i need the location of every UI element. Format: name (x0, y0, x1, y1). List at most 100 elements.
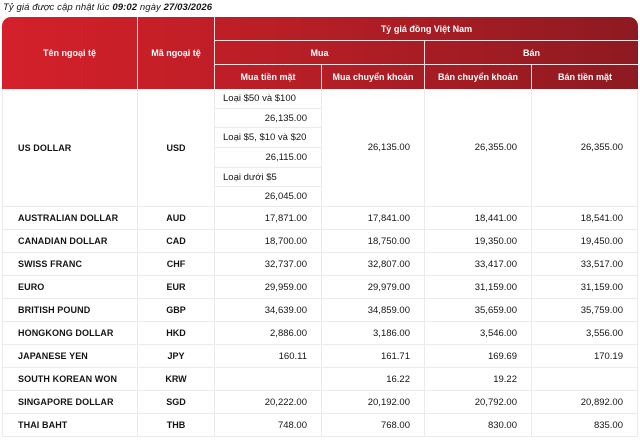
currency-code: EUR (138, 276, 215, 298)
buy-cash-cell: 18,700.00 (215, 230, 322, 252)
header-currency-code: Mã ngoại tệ (138, 17, 215, 89)
sell-transfer-cell: 20,792.00 (425, 391, 532, 413)
buy-transfer-cell: 32,807.00 (322, 253, 425, 275)
exchange-rate-table: Tên ngoại tệ Mã ngoại tệ Tỷ giá đồng Việ… (2, 17, 638, 437)
sell-transfer-cell: 830.00 (425, 414, 532, 436)
currency-code: AUD (138, 207, 215, 229)
last-updated-note: Tỷ giá được cập nhật lúc 09:02 ngày 27/0… (3, 2, 212, 13)
table-row: BRITISH POUND GBP 34,639.00 34,859.00 35… (2, 299, 638, 322)
buy-transfer-cell: 768.00 (322, 414, 425, 436)
sell-cash-cell: 26,355.00 (532, 89, 638, 206)
sell-transfer-cell: 31,159.00 (425, 276, 532, 298)
tier-label: Loại $5, $10 và $20 (215, 128, 321, 149)
currency-code: CAD (138, 230, 215, 252)
currency-name: SINGAPORE DOLLAR (2, 391, 138, 413)
buy-transfer-cell: 16.22 (322, 368, 425, 390)
currency-name: JAPANESE YEN (2, 345, 138, 367)
tier-label: Loại $50 và $100 (215, 89, 321, 109)
table-header: Tên ngoại tệ Mã ngoại tệ Tỷ giá đồng Việ… (2, 17, 638, 89)
sell-cash-cell: 33,517.00 (532, 253, 638, 275)
currency-name: CANADIAN DOLLAR (2, 230, 138, 252)
buy-cash-cell: 34,639.00 (215, 299, 322, 321)
buy-cash-cell: 2,886.00 (215, 322, 322, 344)
header-currency-name: Tên ngoại tệ (2, 17, 138, 89)
currency-name: THAI BAHT (2, 414, 138, 436)
currency-name: AUSTRALIAN DOLLAR (2, 207, 138, 229)
sell-cash-cell: 20,892.00 (532, 391, 638, 413)
sell-transfer-cell: 19,350.00 (425, 230, 532, 252)
header-sell: Bán (425, 41, 638, 65)
note-middle: ngày (137, 2, 164, 13)
currency-code: THB (138, 414, 215, 436)
currency-code: CHF (138, 253, 215, 275)
buy-cash-cell: 160.11 (215, 345, 322, 367)
note-time: 09:02 (112, 2, 138, 13)
sell-cash-cell: 19,450.00 (532, 230, 638, 252)
buy-transfer-cell: 34,859.00 (322, 299, 425, 321)
buy-cash-cell: 32,737.00 (215, 253, 322, 275)
buy-transfer-cell: 161.71 (322, 345, 425, 367)
sell-transfer-cell: 19.22 (425, 368, 532, 390)
sell-cash-cell: 3,556.00 (532, 322, 638, 344)
header-buy-cash: Mua tiền mặt (215, 65, 322, 89)
header-sell-cash: Bán tiền mặt (557, 72, 612, 82)
header-vnd-rate: Tỷ giá đồng Việt Nam (215, 17, 638, 41)
currency-code: GBP (138, 299, 215, 321)
currency-name: EURO (2, 276, 138, 298)
table-row: SINGAPORE DOLLAR SGD 20,222.00 20,192.00… (2, 391, 638, 414)
sell-cash-cell: 31,159.00 (532, 276, 638, 298)
header-buy-transfer: Mua chuyển khoản (322, 65, 425, 89)
table-body: US DOLLAR USD Loại $50 và $100 26,135.00… (2, 89, 638, 437)
currency-name: SOUTH KOREAN WON (2, 368, 138, 390)
currency-name: US DOLLAR (2, 89, 138, 206)
currency-code: HKD (138, 322, 215, 344)
tier-label: Loại dưới $5 (215, 168, 321, 188)
sell-cash-cell: 18,541.00 (532, 207, 638, 229)
sell-transfer-cell: 33,417.00 (425, 253, 532, 275)
table-row-usd: US DOLLAR USD Loại $50 và $100 26,135.00… (2, 89, 638, 207)
table-row: SOUTH KOREAN WON KRW 16.22 19.22 (2, 368, 638, 391)
header-sell-transfer: Bán chuyển khoản (425, 65, 532, 89)
tier-value: 26,115.00 (215, 148, 321, 168)
sell-transfer-cell: 26,355.00 (425, 89, 532, 206)
currency-name: HONGKONG DOLLAR (2, 322, 138, 344)
sell-transfer-cell: 35,659.00 (425, 299, 532, 321)
currency-code: USD (138, 89, 215, 206)
buy-cash-cell: 17,871.00 (215, 207, 322, 229)
sell-cash-cell: 170.19 (532, 345, 638, 367)
sell-transfer-cell: 169.69 (425, 345, 532, 367)
table-row: SWISS FRANC CHF 32,737.00 32,807.00 33,4… (2, 253, 638, 276)
buy-transfer-cell: 18,750.00 (322, 230, 425, 252)
usd-buy-cash-tiers: Loại $50 và $100 26,135.00 Loại $5, $10 … (215, 89, 322, 206)
currency-code: SGD (138, 391, 215, 413)
buy-cash-cell: 748.00 (215, 414, 322, 436)
table-row: JAPANESE YEN JPY 160.11 161.71 169.69 17… (2, 345, 638, 368)
buy-transfer-cell: 20,192.00 (322, 391, 425, 413)
buy-transfer-cell: 26,135.00 (322, 89, 425, 206)
buy-cash-cell: 20,222.00 (215, 391, 322, 413)
header-buy: Mua (215, 41, 425, 65)
table-row: CANADIAN DOLLAR CAD 18,700.00 18,750.00 … (2, 230, 638, 253)
currency-code: JPY (138, 345, 215, 367)
sell-transfer-cell: 3,546.00 (425, 322, 532, 344)
table-row: THAI BAHT THB 748.00 768.00 830.00 835.0… (2, 414, 638, 437)
buy-transfer-cell: 29,979.00 (322, 276, 425, 298)
sell-cash-cell (532, 368, 638, 390)
note-date: 27/03/2026 (163, 2, 213, 13)
sell-transfer-cell: 18,441.00 (425, 207, 532, 229)
tier-value: 26,135.00 (215, 109, 321, 129)
table-row: EURO EUR 29,959.00 29,979.00 31,159.00 3… (2, 276, 638, 299)
currency-code: KRW (138, 368, 215, 390)
buy-cash-cell: 29,959.00 (215, 276, 322, 298)
tier-value: 26,045.00 (264, 191, 307, 203)
table-row: HONGKONG DOLLAR HKD 2,886.00 3,186.00 3,… (2, 322, 638, 345)
currency-name: SWISS FRANC (2, 253, 138, 275)
sell-cash-cell: 35,759.00 (532, 299, 638, 321)
note-prefix: Tỷ giá được cập nhật lúc (3, 2, 113, 13)
sell-cash-cell: 835.00 (532, 414, 638, 436)
table-row: AUSTRALIAN DOLLAR AUD 17,871.00 17,841.0… (2, 207, 638, 230)
buy-transfer-cell: 3,186.00 (322, 322, 425, 344)
currency-name: BRITISH POUND (2, 299, 138, 321)
buy-cash-cell (215, 368, 322, 390)
buy-transfer-cell: 17,841.00 (322, 207, 425, 229)
